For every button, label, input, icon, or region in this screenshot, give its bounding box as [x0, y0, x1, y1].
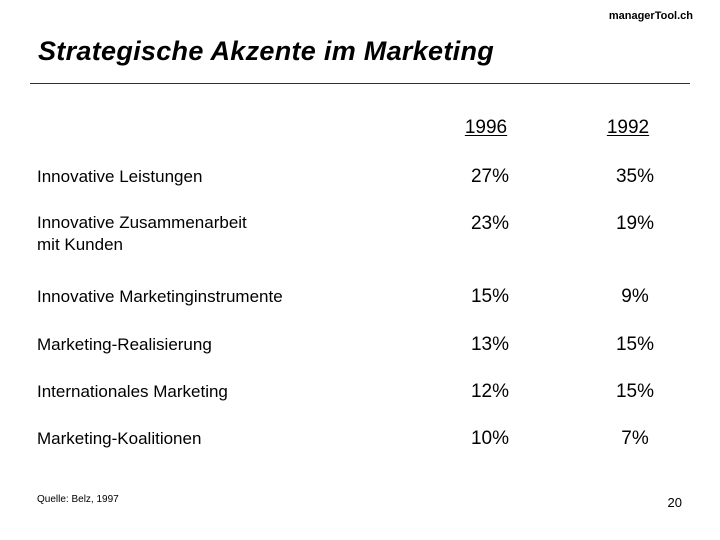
value-1992: 9%	[621, 286, 649, 307]
row-label: Innovative Zusammenarbeit mit Kunden	[37, 213, 247, 254]
brand-label: managerTool.ch	[608, 10, 693, 22]
row-label: Innovative Marketinginstrumente	[37, 287, 283, 306]
value-1996: 27%	[470, 166, 510, 187]
value-1992: 19%	[615, 213, 655, 234]
value-1992: 35%	[615, 166, 655, 187]
page-title: Strategische Akzente im Marketing	[38, 36, 495, 66]
value-1992: 7%	[621, 428, 649, 449]
row-label: Innovative Leistungen	[37, 167, 203, 186]
source-note: Quelle: Belz, 1997	[37, 494, 119, 505]
row-label: Internationales Marketing	[37, 382, 228, 401]
value-1992: 15%	[615, 334, 655, 355]
row-label: Marketing-Realisierung	[37, 335, 212, 354]
value-1996: 10%	[470, 428, 510, 449]
column-header-1992: 1992	[606, 117, 650, 138]
page-number: 20	[667, 495, 682, 510]
value-1996: 15%	[470, 286, 510, 307]
value-1996: 23%	[470, 213, 510, 234]
column-header-1996: 1996	[464, 117, 508, 138]
value-1996: 13%	[470, 334, 510, 355]
value-1996: 12%	[470, 381, 510, 402]
row-label: Marketing-Koalitionen	[37, 429, 202, 448]
value-1992: 15%	[615, 381, 655, 402]
title-divider	[30, 83, 690, 84]
